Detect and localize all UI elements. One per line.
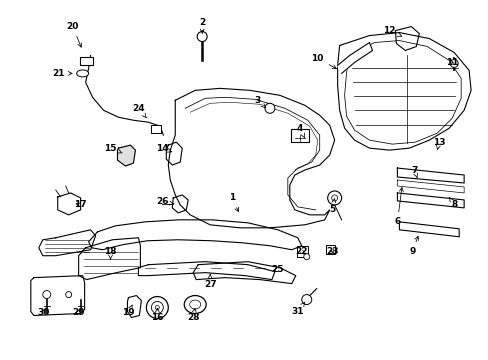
Text: 7: 7 (410, 166, 417, 177)
Text: 16: 16 (151, 309, 163, 322)
Text: 31: 31 (291, 302, 305, 316)
Ellipse shape (184, 296, 206, 314)
Text: 20: 20 (66, 22, 81, 47)
Circle shape (65, 292, 72, 298)
Circle shape (42, 291, 51, 298)
Text: 10: 10 (311, 54, 336, 69)
Text: 18: 18 (104, 247, 117, 259)
Text: 8: 8 (448, 197, 456, 210)
Text: 21: 21 (52, 69, 72, 78)
Circle shape (301, 294, 311, 305)
Circle shape (327, 191, 341, 205)
Circle shape (151, 302, 163, 314)
Bar (80, 58, 92, 66)
Circle shape (197, 32, 207, 41)
Text: 23: 23 (326, 247, 338, 256)
Circle shape (264, 103, 274, 113)
Text: 27: 27 (203, 274, 216, 289)
Text: 24: 24 (132, 104, 146, 118)
Text: 9: 9 (408, 236, 418, 256)
Text: 19: 19 (122, 305, 135, 317)
Ellipse shape (189, 300, 200, 309)
Text: 13: 13 (432, 138, 445, 149)
Polygon shape (337, 42, 372, 73)
Circle shape (146, 297, 168, 319)
Text: 4: 4 (296, 124, 304, 138)
Text: 26: 26 (156, 197, 174, 206)
Text: 30: 30 (38, 308, 50, 317)
Circle shape (303, 254, 309, 260)
Text: 5: 5 (329, 199, 335, 215)
Text: 25: 25 (271, 265, 284, 274)
Text: 2: 2 (199, 18, 205, 33)
Circle shape (449, 59, 457, 67)
Bar (325, 245, 334, 254)
Text: 28: 28 (186, 309, 199, 322)
Text: 11: 11 (445, 58, 458, 67)
Bar (290, 129, 308, 142)
Text: 15: 15 (104, 144, 122, 153)
Text: 17: 17 (74, 201, 87, 210)
Circle shape (331, 195, 337, 201)
Text: 12: 12 (383, 26, 401, 36)
Text: 3: 3 (254, 96, 265, 108)
Circle shape (155, 306, 159, 310)
Text: 6: 6 (393, 188, 403, 226)
Text: 22: 22 (295, 247, 307, 256)
Bar (296, 246, 307, 257)
Text: 29: 29 (72, 308, 85, 317)
Polygon shape (117, 145, 135, 166)
Text: 14: 14 (156, 144, 171, 153)
Ellipse shape (77, 70, 88, 77)
Bar (151, 125, 161, 133)
Text: 1: 1 (228, 193, 238, 212)
